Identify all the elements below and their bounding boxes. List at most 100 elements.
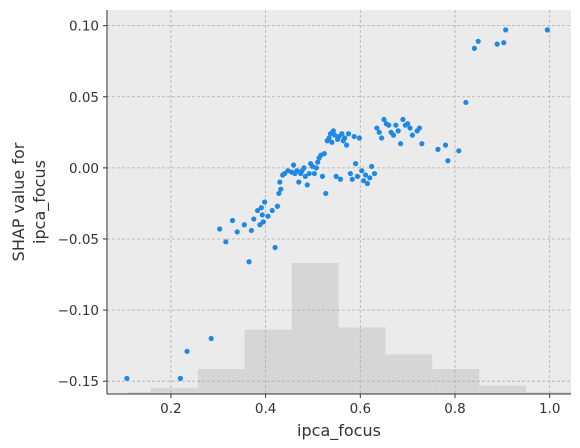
data-point — [416, 125, 423, 131]
data-point — [304, 182, 310, 188]
data-point — [319, 173, 326, 179]
histogram-bar — [432, 369, 480, 394]
data-point — [445, 158, 451, 164]
data-point — [503, 27, 509, 33]
data-point — [409, 132, 415, 138]
histogram-bar — [151, 387, 198, 394]
data-point — [302, 173, 308, 179]
data-point — [405, 121, 411, 127]
y-tick-label: 0.00 — [69, 161, 99, 177]
data-point — [315, 159, 321, 165]
data-point — [390, 132, 397, 138]
data-point — [393, 122, 399, 128]
data-point — [359, 168, 365, 174]
data-point — [337, 176, 344, 182]
data-point — [234, 229, 240, 235]
data-point — [260, 219, 266, 225]
data-point — [395, 128, 401, 134]
data-point — [345, 131, 352, 137]
data-point — [494, 41, 500, 47]
data-point — [330, 128, 336, 134]
data-point — [544, 27, 550, 33]
data-point — [369, 163, 375, 170]
y-tick-label: 0.05 — [69, 90, 99, 106]
data-point — [343, 142, 350, 148]
data-point — [419, 141, 425, 147]
y-tick-label: −0.10 — [58, 303, 99, 319]
data-point — [329, 139, 335, 145]
x-tick-labels: 0.2 0.4 0.6 0.8 1.0 — [160, 401, 560, 417]
data-point — [323, 190, 329, 197]
data-point — [277, 179, 283, 185]
data-point — [301, 165, 307, 171]
data-point — [351, 133, 357, 140]
histogram-bar — [385, 354, 433, 394]
x-tick-label: 0.8 — [444, 401, 465, 417]
histogram-bar — [338, 327, 386, 394]
histogram-bar — [128, 391, 152, 394]
data-point — [362, 172, 369, 178]
x-tick-label: 0.4 — [255, 401, 276, 417]
data-point — [251, 216, 257, 222]
scatter-points — [124, 27, 550, 381]
data-point — [248, 227, 255, 234]
data-point — [386, 122, 392, 128]
data-point — [259, 212, 265, 218]
data-point — [356, 135, 362, 141]
data-point — [265, 213, 271, 219]
histogram-bar — [291, 263, 339, 394]
data-point — [397, 141, 404, 147]
data-point — [290, 162, 297, 168]
data-point — [471, 45, 478, 52]
x-axis-label: ipca_focus — [297, 421, 381, 441]
data-point — [501, 40, 507, 46]
data-point — [456, 148, 462, 154]
data-point — [274, 203, 281, 209]
y-tick-label: −0.05 — [58, 232, 99, 248]
data-point — [364, 180, 371, 187]
y-axis-label-line-2: ipca_focus — [30, 160, 50, 244]
x-tick-label: 0.6 — [350, 401, 371, 417]
data-point — [294, 168, 300, 174]
data-point — [379, 135, 385, 141]
data-point — [333, 173, 339, 179]
data-point — [229, 217, 236, 224]
data-point — [352, 161, 359, 167]
data-point — [371, 170, 378, 177]
y-axis-label-line-1: SHAP value for — [9, 142, 28, 261]
data-point — [361, 178, 367, 184]
data-point — [367, 175, 373, 181]
data-point — [296, 179, 302, 185]
data-point — [278, 186, 284, 192]
data-point — [306, 170, 312, 177]
y-tick-labels: 0.10 0.05 0.00 −0.05 −0.10 −0.15 — [58, 19, 99, 391]
x-tick-label: 0.2 — [160, 401, 181, 417]
y-tick-label: −0.15 — [58, 374, 99, 390]
data-point — [177, 375, 183, 381]
data-point — [258, 205, 264, 211]
data-point — [435, 146, 441, 152]
data-point — [332, 132, 338, 138]
histogram-bar — [526, 391, 571, 394]
data-point — [313, 165, 319, 171]
data-point — [208, 335, 214, 342]
data-point — [374, 125, 380, 131]
data-point — [349, 176, 355, 182]
data-point — [407, 125, 413, 131]
data-point — [311, 170, 317, 177]
data-point — [223, 239, 229, 245]
data-point — [321, 151, 327, 157]
data-point — [262, 199, 268, 205]
histogram-bar — [197, 369, 245, 394]
histogram-bar — [479, 385, 527, 394]
data-point — [339, 131, 345, 137]
x-tick-label: 1.0 — [539, 401, 560, 417]
histogram — [128, 263, 571, 394]
data-point — [276, 190, 282, 197]
data-point — [124, 375, 130, 381]
data-point — [272, 244, 278, 251]
data-point — [354, 173, 361, 179]
data-point — [475, 38, 481, 44]
histogram-bar — [244, 329, 292, 394]
